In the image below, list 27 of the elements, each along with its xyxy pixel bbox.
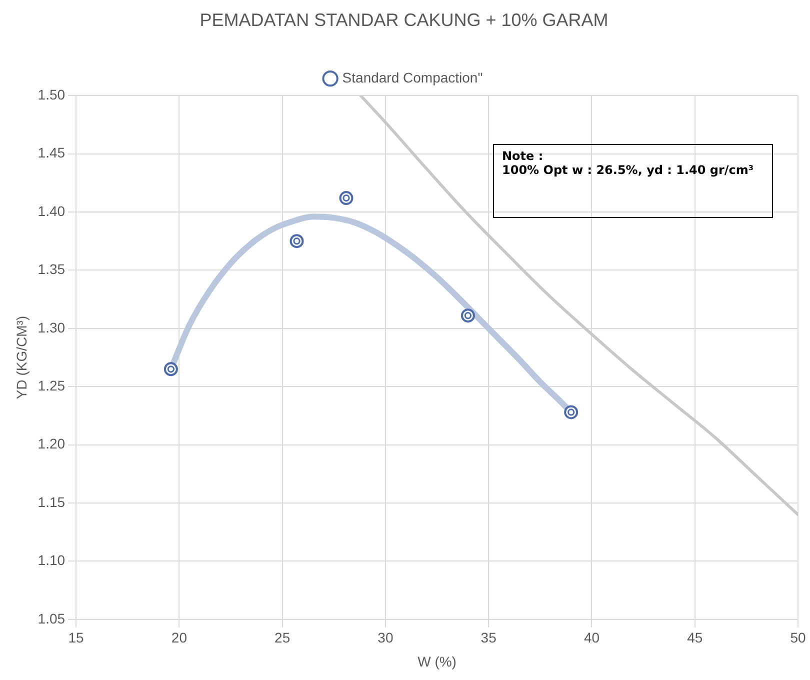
x-tick-label: 25 bbox=[274, 630, 290, 646]
x-tick-label: 15 bbox=[68, 630, 84, 646]
point bbox=[460, 308, 475, 323]
y-tick-label: 1.50 bbox=[38, 86, 66, 102]
x-tick-label: 35 bbox=[480, 630, 497, 646]
y-tick-label: 1.20 bbox=[38, 436, 66, 452]
y-tick-label: 1.45 bbox=[38, 144, 66, 161]
y-axis-title: YD (KG/CM³) bbox=[13, 316, 30, 400]
x-tick-label: 40 bbox=[584, 630, 600, 646]
y-tick-label: 1.05 bbox=[38, 610, 66, 626]
x-axis-title: W (%) bbox=[418, 653, 456, 670]
x-tick-label: 50 bbox=[790, 630, 806, 646]
y-tick-label: 1.30 bbox=[38, 319, 66, 336]
y-tick-label: 1.10 bbox=[38, 552, 66, 568]
point bbox=[339, 191, 354, 206]
note-box: Note : 100% Opt w : 26.5%, yd : 1.40 gr/cm³ bbox=[493, 144, 773, 218]
y-tick-label: 1.25 bbox=[38, 377, 66, 394]
chart-title: PEMADATAN STANDAR CAKUNG + 10% GARAM bbox=[200, 10, 608, 30]
x-tick-label: 30 bbox=[378, 630, 394, 646]
x-tick-label: 45 bbox=[687, 630, 703, 646]
point bbox=[290, 234, 304, 248]
legend-label: Standard Compaction" bbox=[342, 69, 483, 86]
y-tick-label: 1.15 bbox=[38, 494, 66, 510]
line-series bbox=[359, 96, 798, 516]
x-tick-label: 20 bbox=[171, 630, 188, 646]
y-tick-label: 1.40 bbox=[38, 202, 66, 219]
y-tick-label: 1.35 bbox=[38, 261, 66, 278]
